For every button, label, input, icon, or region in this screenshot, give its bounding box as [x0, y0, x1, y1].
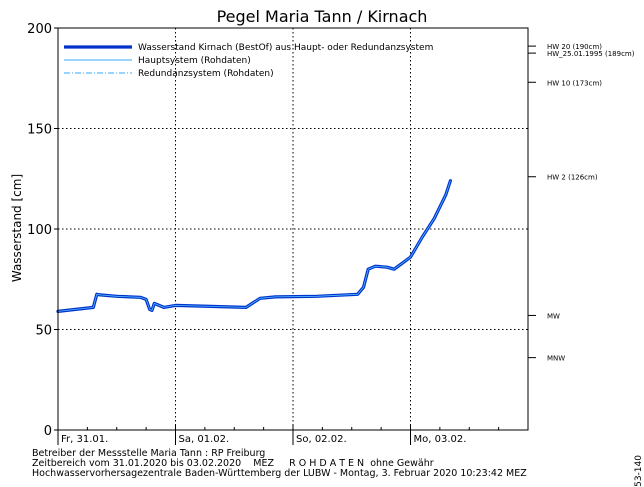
legend: Wasserstand Kirnach (BestOf) aus Haupt- …	[64, 43, 433, 79]
footer-timerange: Zeitbereich vom 31.01.2020 bis 03.02.202…	[32, 458, 434, 469]
threshold-markers: HW 20 (190cm)HW_25.01.1995 (189cm) HW 10 …	[528, 43, 635, 363]
y-tick-label: 150	[27, 123, 52, 138]
y-tick-label: 200	[27, 22, 52, 37]
x-tick-label: Sa, 01.02.	[179, 434, 230, 445]
footer-operator: Betreiber der Messstelle Maria Tann : RP…	[32, 448, 266, 459]
chart-title: Pegel Maria Tann / Kirnach	[217, 7, 428, 26]
threshold-label: MNW	[547, 355, 565, 363]
y-axis-label: Wasserstand [cm]	[10, 174, 24, 282]
legend-label: Wasserstand Kirnach (BestOf) aus Haupt- …	[138, 43, 433, 53]
series-line-bestof	[56, 179, 452, 313]
x-axis: Fr, 31.01. Sa, 01.02. So, 02.02. Mo, 03.02.	[57, 424, 500, 445]
threshold-label: MW	[547, 312, 560, 320]
legend-label: Redundanzsystem (Rohdaten)	[138, 69, 274, 79]
threshold-label: HW 20 (190cm)	[547, 43, 602, 51]
grid-lines	[58, 28, 528, 430]
y-tick-label: 100	[27, 223, 52, 238]
y-tick-label: 0	[44, 424, 52, 439]
series-line-hauptsystem	[57, 180, 451, 312]
figure-code: 53-140	[634, 455, 644, 487]
threshold-label: HW 2 (126cm)	[547, 174, 598, 182]
x-tick-label: So, 02.02.	[296, 434, 347, 445]
x-tick-label: Mo, 03.02.	[414, 434, 467, 445]
threshold-label: HW_25.01.1995 (189cm)	[547, 50, 635, 58]
x-tick-label: Fr, 31.01.	[61, 434, 108, 445]
threshold-label: HW 10 (173cm)	[547, 79, 602, 87]
y-axis: 0 50 100 150 200	[27, 22, 58, 439]
legend-label: Hauptsystem (Rohdaten)	[138, 56, 251, 66]
plot-frame	[57, 27, 529, 431]
series-layer	[56, 179, 452, 313]
footer-source: Hochwasservorhersagezentrale Baden-Württ…	[32, 468, 527, 479]
y-tick-label: 50	[35, 324, 52, 339]
